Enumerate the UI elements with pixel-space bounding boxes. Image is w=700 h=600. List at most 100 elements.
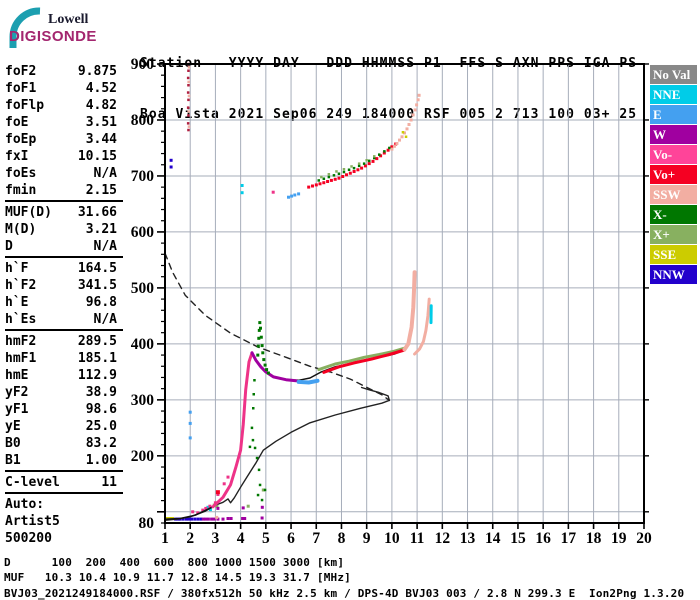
series-otail-salmon-o (402, 270, 417, 352)
series-hop2-blue (293, 193, 297, 197)
parameter-group: MUF(D) 31.66 M(D) 3.21 D N/A (5, 204, 123, 258)
series-hop2-red (379, 154, 383, 158)
parameter-label: hmF1 (5, 351, 37, 366)
x-axis-label: 6 (287, 530, 295, 547)
series-hop2-yellow (401, 131, 405, 134)
series-hop2-xplus (373, 155, 376, 158)
series-stray-pink-dots (208, 504, 212, 508)
series-hop2-green (332, 174, 336, 177)
series-hop2-red (352, 170, 356, 173)
logo-lowell-text: Lowell (48, 12, 89, 27)
parameter-row: foE 3.51 (5, 114, 117, 131)
series-stray-nnw-dots (169, 165, 173, 169)
parameter-label: foF2 (5, 64, 37, 79)
parameter-row: hmF1 185.1 (5, 350, 117, 367)
parameter-group: C-level 11 (5, 474, 123, 494)
series-noise-column-darkred (186, 106, 190, 109)
parameter-value: 31.66 (77, 205, 117, 220)
series-es-nnw-dots (193, 517, 197, 521)
parameter-value: 10.15 (77, 149, 117, 164)
series-es-nnw-dots (184, 517, 188, 521)
series-hop2-red (329, 178, 333, 182)
parameter-value: 96.8 (85, 295, 117, 310)
series-xtrace-rise-dots (253, 446, 257, 450)
series-otrace-xplus-band (317, 346, 408, 372)
series-hop2-xplus (342, 168, 346, 171)
series-es-magenta-dots (206, 517, 210, 521)
parameter-label: h`E (5, 295, 29, 310)
parameter-row: fxI 10.15 (5, 148, 117, 165)
parameter-label: M(D) (5, 222, 37, 237)
series-hop2-salmon (415, 103, 419, 107)
series-hop2-red (314, 183, 318, 187)
x-axis-label: 15 (510, 530, 526, 547)
series-hop2-red (326, 180, 330, 183)
series-es-nnw-dots (199, 517, 203, 521)
series-hop2-red (345, 173, 348, 177)
y-axis-label: 900 (131, 56, 155, 73)
series-stray-xplus-dots (246, 504, 250, 508)
parameter-group: h`F 164.5 h`F2 341.5 h`E 96.8 h`Es N/A (5, 260, 123, 331)
parameter-label: Artist5 (5, 514, 60, 529)
series-hop2-red (318, 182, 322, 186)
x-axis-label: 12 (435, 530, 451, 547)
series-hop2-red (371, 159, 375, 163)
series-hop2-green (373, 156, 376, 160)
series-otail-salmon-x (413, 297, 431, 356)
y-axis-label: 500 (131, 280, 155, 297)
series-hop2-green (362, 162, 366, 165)
parameter-label: fxI (5, 149, 29, 164)
parameter-label: C-level (5, 475, 60, 490)
series-hop2-green (337, 172, 341, 175)
parameter-value: 83.2 (85, 436, 117, 451)
parameter-value: 4.52 (85, 81, 117, 96)
series-xtrace-f1-spike-dots (266, 371, 270, 375)
parameter-label: yF1 (5, 402, 29, 417)
plot-frame (164, 63, 645, 524)
series-xtrace-f1-spike-dots (263, 363, 267, 367)
series-es-magenta-dots (204, 517, 208, 521)
series-es-salmon-dot (215, 515, 219, 519)
parameter-group: foF2 9.875 foF1 4.52 foFlp 4.82 foE 3.51 foEp 3.4… (5, 63, 123, 202)
series-hop2-green (388, 146, 391, 150)
parameter-row: C-level 11 (5, 474, 117, 491)
series-xtrace-rise-dots (252, 393, 255, 396)
parameter-row: B1 1.00 (5, 452, 117, 469)
parameter-label: hmE (5, 368, 29, 383)
series-stray-pink-dots (222, 482, 226, 486)
parameter-row: yF1 98.6 (5, 401, 117, 418)
parameter-value: 112.9 (77, 368, 117, 383)
series-hop2-red (363, 164, 367, 168)
series-hop2-red (386, 148, 390, 152)
series-hop2-green (383, 150, 386, 153)
y-axis-label: 800 (131, 112, 155, 129)
parameter-row: h`F2 341.5 (5, 277, 117, 294)
series-hop2-salmon (390, 147, 394, 151)
legend-item-e: E (650, 105, 697, 124)
series-stray-cyan-dots (240, 191, 244, 195)
series-stray-pink-dots (271, 190, 275, 194)
parameter-row: foEs N/A (5, 165, 117, 182)
series-es-magenta-dots (260, 505, 264, 509)
parameter-value: 185.1 (77, 351, 117, 366)
series-xtrace-rise-dots (251, 438, 255, 442)
series-es-magenta-dots (241, 506, 245, 510)
series-hop2-green (322, 177, 326, 180)
legend-item-vo: Vo+ (650, 165, 697, 184)
series-noise-column-salmon (187, 110, 190, 113)
legend-item-nnw: NNW (650, 265, 697, 284)
legend: No Val NNE E W Vo- Vo+ SSW X- X+ SSE NNW (650, 65, 697, 285)
series-stray-pink-dots (201, 508, 205, 512)
series-stray-pink-dots (191, 510, 195, 514)
parameter-value: 341.5 (77, 278, 117, 293)
series-xtrace-f1-spike-dots (256, 353, 260, 357)
parameter-value: 164.5 (77, 261, 117, 276)
series-hop2-blue (297, 192, 301, 196)
parameter-label: foE (5, 115, 29, 130)
series-es-magenta-dots (210, 517, 214, 521)
series-hop2-salmon (409, 118, 413, 122)
series-stray-xplus-dots (215, 504, 219, 508)
series-hop2-blue (287, 195, 290, 199)
parameter-label: MUF(D) (5, 205, 52, 220)
series-noise-column-salmon (187, 66, 191, 69)
